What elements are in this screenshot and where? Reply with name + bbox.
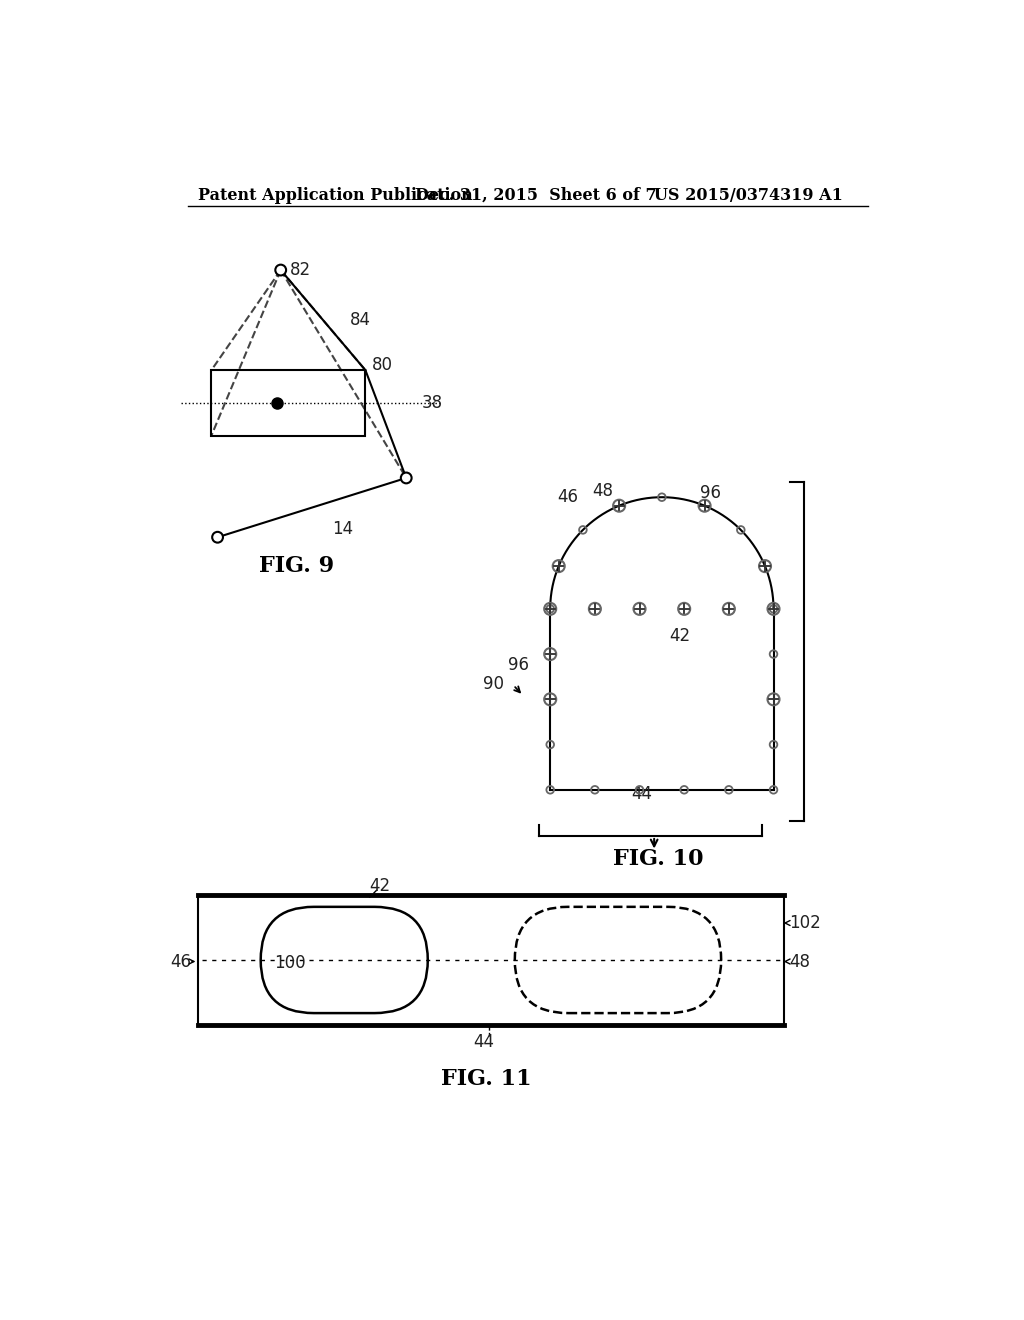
Text: 82: 82: [290, 261, 311, 279]
Circle shape: [212, 532, 223, 543]
Text: 96: 96: [700, 484, 721, 503]
Text: 80: 80: [372, 356, 392, 374]
Text: 84: 84: [350, 312, 371, 329]
Text: 100: 100: [274, 954, 306, 972]
Text: 14: 14: [333, 520, 353, 537]
Text: Patent Application Publication: Patent Application Publication: [199, 187, 473, 203]
Text: 44: 44: [473, 1034, 495, 1051]
Text: 102: 102: [788, 913, 820, 932]
Text: 96: 96: [508, 656, 528, 675]
Text: 42: 42: [370, 876, 390, 895]
Bar: [211, 370, 366, 436]
Text: FIG. 10: FIG. 10: [612, 849, 703, 870]
Text: 46: 46: [557, 488, 579, 506]
Text: 38: 38: [422, 395, 442, 412]
Text: FIG. 9: FIG. 9: [258, 556, 334, 578]
Text: US 2015/0374319 A1: US 2015/0374319 A1: [654, 187, 843, 203]
Text: 90: 90: [483, 675, 504, 693]
Text: 46: 46: [171, 953, 191, 970]
Text: 42: 42: [670, 627, 690, 644]
Text: 48: 48: [593, 482, 613, 500]
Circle shape: [400, 473, 412, 483]
Text: FIG. 11: FIG. 11: [441, 1068, 531, 1089]
Text: Dec. 31, 2015  Sheet 6 of 7: Dec. 31, 2015 Sheet 6 of 7: [416, 187, 657, 203]
Text: 44: 44: [631, 785, 652, 804]
Text: 48: 48: [788, 953, 810, 970]
Circle shape: [275, 264, 286, 276]
